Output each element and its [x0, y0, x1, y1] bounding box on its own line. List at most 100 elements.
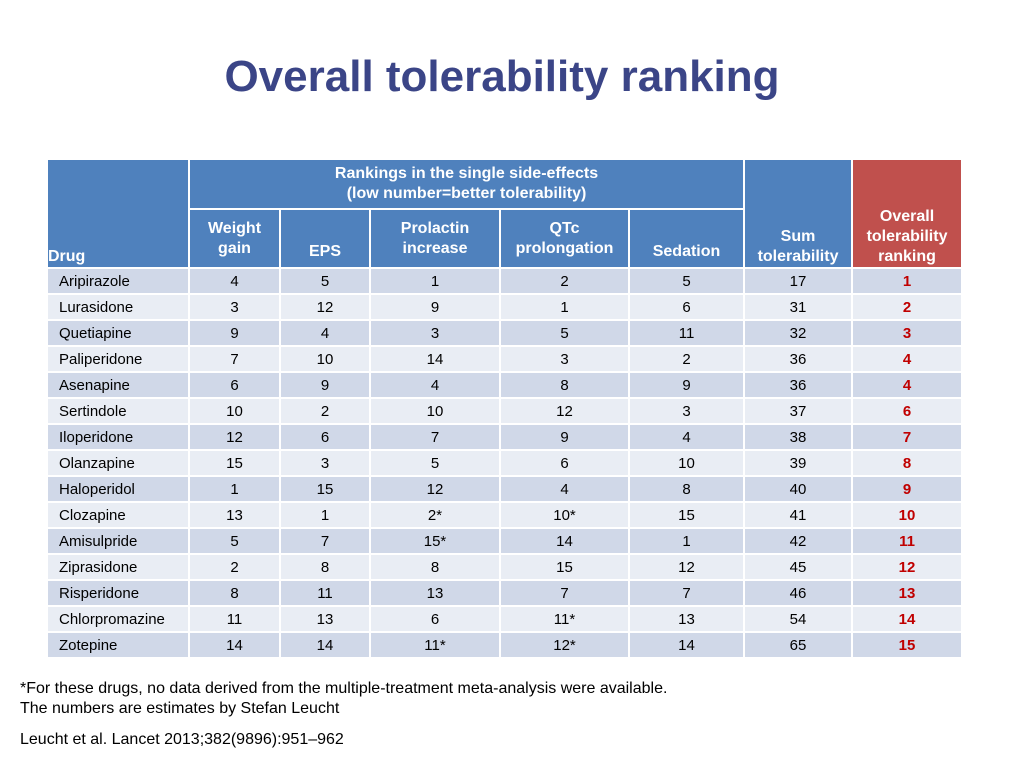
sum-tolerability-cell: 36 — [743, 371, 854, 399]
sedation-cell: 12 — [627, 553, 746, 581]
eps-cell: 8 — [279, 553, 371, 581]
eps-cell: 2 — [279, 397, 371, 425]
weight-gain-cell: 6 — [188, 371, 281, 399]
weight-gain-cell: 5 — [188, 527, 281, 555]
table-row: Haloperidol 1 15 12 4 8 40 9 — [46, 475, 964, 503]
sum-tolerability-cell: 65 — [743, 631, 854, 659]
drug-cell: Haloperidol — [46, 475, 190, 503]
overall-ranking-cell: 6 — [851, 397, 964, 425]
table-row: Quetiapine 9 4 3 5 11 32 3 — [46, 319, 964, 347]
qtc-cell: 15 — [499, 553, 630, 581]
sum-tolerability-cell: 36 — [743, 345, 854, 373]
sedation-cell: 10 — [627, 449, 746, 477]
qtc-cell: 1 — [499, 293, 630, 321]
footnote: *For these drugs, no data derived from t… — [20, 679, 667, 719]
overall-ranking-cell: 1 — [851, 267, 964, 295]
sum-tolerability-cell: 45 — [743, 553, 854, 581]
qtc-cell: 3 — [499, 345, 630, 373]
footnote-line-1: *For these drugs, no data derived from t… — [20, 680, 668, 697]
eps-cell: 5 — [279, 267, 371, 295]
sum-tolerability-cell: 39 — [743, 449, 854, 477]
column-group-header-rankings: Rankings in the single side-effects (low… — [187, 158, 746, 210]
sedation-cell: 3 — [627, 397, 746, 425]
overall-ranking-cell: 12 — [851, 553, 964, 581]
drug-cell: Lurasidone — [46, 293, 190, 321]
eps-cell: 6 — [279, 423, 371, 451]
overall-ranking-cell: 15 — [851, 631, 964, 659]
sedation-cell: 5 — [627, 267, 746, 295]
qtc-cell: 12 — [499, 397, 630, 425]
weight-gain-cell: 8 — [188, 579, 281, 607]
overall-ranking-cell: 2 — [851, 293, 964, 321]
header-row-subcolumns: Weight gain EPS Prolactin increase QTc p… — [47, 208, 962, 269]
eps-cell: 4 — [279, 319, 371, 347]
sum-tolerability-cell: 40 — [743, 475, 854, 503]
prolactin-cell: 6 — [369, 605, 501, 633]
column-header-eps: EPS — [279, 208, 371, 269]
drug-cell: Clozapine — [46, 501, 190, 529]
column-header-qtc: QTc prolongation — [499, 208, 630, 269]
overall-ranking-cell: 7 — [851, 423, 964, 451]
weight-gain-cell: 14 — [188, 631, 281, 659]
drug-cell: Sertindole — [46, 397, 190, 425]
page-title: Overall tolerability ranking — [224, 52, 780, 101]
sedation-cell: 8 — [627, 475, 746, 503]
sedation-cell: 2 — [627, 345, 746, 373]
qtc-cell: 9 — [499, 423, 630, 451]
sedation-cell: 11 — [627, 319, 746, 347]
sum-tolerability-cell: 37 — [743, 397, 854, 425]
overall-ranking-cell: 13 — [851, 579, 964, 607]
table-row: Lurasidone 3 12 9 1 6 31 2 — [46, 293, 964, 321]
table-row: Amisulpride 5 7 15* 14 1 42 11 — [46, 527, 964, 555]
eps-cell: 13 — [279, 605, 371, 633]
qtc-cell: 5 — [499, 319, 630, 347]
sedation-cell: 13 — [627, 605, 746, 633]
prolactin-cell: 4 — [369, 371, 501, 399]
table-row: Paliperidone 7 10 14 3 2 36 4 — [46, 345, 964, 373]
qtc-cell: 8 — [499, 371, 630, 399]
table-row: Olanzapine 15 3 5 6 10 39 8 — [46, 449, 964, 477]
overall-ranking-cell: 4 — [851, 345, 964, 373]
drug-cell: Olanzapine — [46, 449, 190, 477]
sum-tolerability-cell: 31 — [743, 293, 854, 321]
column-header-drug: Drug — [46, 158, 190, 269]
qtc-cell: 6 — [499, 449, 630, 477]
weight-gain-cell: 13 — [188, 501, 281, 529]
overall-ranking-cell: 8 — [851, 449, 964, 477]
sedation-cell: 1 — [627, 527, 746, 555]
weight-gain-cell: 3 — [188, 293, 281, 321]
weight-gain-cell: 7 — [188, 345, 281, 373]
sedation-cell: 9 — [627, 371, 746, 399]
weight-gain-cell: 12 — [188, 423, 281, 451]
eps-cell: 10 — [279, 345, 371, 373]
qtc-cell: 11* — [499, 605, 630, 633]
sedation-cell: 14 — [627, 631, 746, 659]
overall-ranking-cell: 3 — [851, 319, 964, 347]
eps-cell: 1 — [279, 501, 371, 529]
group-header-line-1: Rankings in the single side-effects — [334, 165, 599, 182]
qtc-cell: 12* — [499, 631, 630, 659]
prolactin-cell: 11* — [369, 631, 501, 659]
prolactin-cell: 10 — [369, 397, 501, 425]
column-header-sedation: Sedation — [627, 208, 746, 269]
overall-ranking-cell: 9 — [851, 475, 964, 503]
drug-cell: Amisulpride — [46, 527, 190, 555]
drug-cell: Paliperidone — [46, 345, 190, 373]
drug-cell: Iloperidone — [46, 423, 190, 451]
qtc-cell: 7 — [499, 579, 630, 607]
sum-tolerability-cell: 42 — [743, 527, 854, 555]
prolactin-cell: 8 — [369, 553, 501, 581]
sum-tolerability-cell: 38 — [743, 423, 854, 451]
sum-tolerability-cell: 46 — [743, 579, 854, 607]
column-header-prolactin: Prolactin increase — [369, 208, 501, 269]
weight-gain-cell: 1 — [188, 475, 281, 503]
tolerability-table: Drug Rankings in the single side-effects… — [46, 158, 964, 659]
prolactin-cell: 9 — [369, 293, 501, 321]
footnote-line-2: The numbers are estimates by Stefan Leuc… — [20, 700, 340, 717]
table-row: Clozapine 13 1 2* 10* 15 41 10 — [46, 501, 964, 529]
weight-gain-cell: 10 — [188, 397, 281, 425]
overall-ranking-cell: 10 — [851, 501, 964, 529]
drug-cell: Asenapine — [46, 371, 190, 399]
drug-cell: Quetiapine — [46, 319, 190, 347]
weight-gain-cell: 9 — [188, 319, 281, 347]
